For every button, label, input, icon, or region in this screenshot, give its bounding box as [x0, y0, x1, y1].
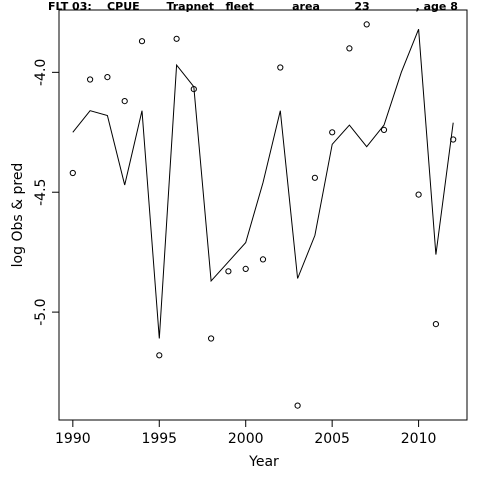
observed-point: [69, 169, 76, 177]
observed-point: [432, 321, 439, 328]
x-tick-label: 2005: [314, 431, 350, 447]
observed-point: [121, 98, 128, 105]
x-tick-label: 2010: [401, 431, 437, 447]
observed-point: [225, 268, 232, 275]
observed-point: [173, 35, 180, 42]
x-tick-label: 1990: [55, 431, 91, 447]
x-tick-label: 2000: [228, 431, 264, 447]
predicted-series: [72, 29, 454, 339]
y-tick-label: -4.0: [33, 59, 49, 86]
observed-point: [311, 174, 318, 181]
y-tick-label: -4.5: [33, 179, 49, 206]
x-axis: 1990 1995 2000 2005 2010: [55, 420, 436, 447]
observed-point: [259, 256, 267, 263]
observed-point: [346, 45, 353, 52]
observed-point: [104, 74, 111, 81]
observed-point: [138, 38, 146, 45]
predicted-line: [72, 29, 454, 339]
observed-point: [294, 402, 301, 409]
observed-point: [277, 64, 284, 71]
observed-point: [208, 335, 215, 342]
observed-point: [156, 352, 163, 359]
observed-series: [69, 21, 457, 409]
observed-point: [415, 191, 422, 198]
observed-point: [242, 265, 249, 272]
y-axis: -4.0 -4.5 -5.0: [33, 59, 59, 326]
observed-point: [87, 76, 94, 83]
y-axis-label: log Obs & pred: [10, 163, 26, 268]
observed-point: [363, 21, 370, 28]
observed-point: [329, 129, 336, 136]
observed-point: [450, 136, 457, 143]
plot-frame: [58, 9, 468, 421]
observed-point: [380, 126, 388, 133]
observed-point: [190, 86, 197, 93]
y-tick-label: -5.0: [33, 298, 49, 325]
x-tick-label: 1995: [141, 431, 177, 447]
x-axis-label: Year: [248, 454, 279, 470]
